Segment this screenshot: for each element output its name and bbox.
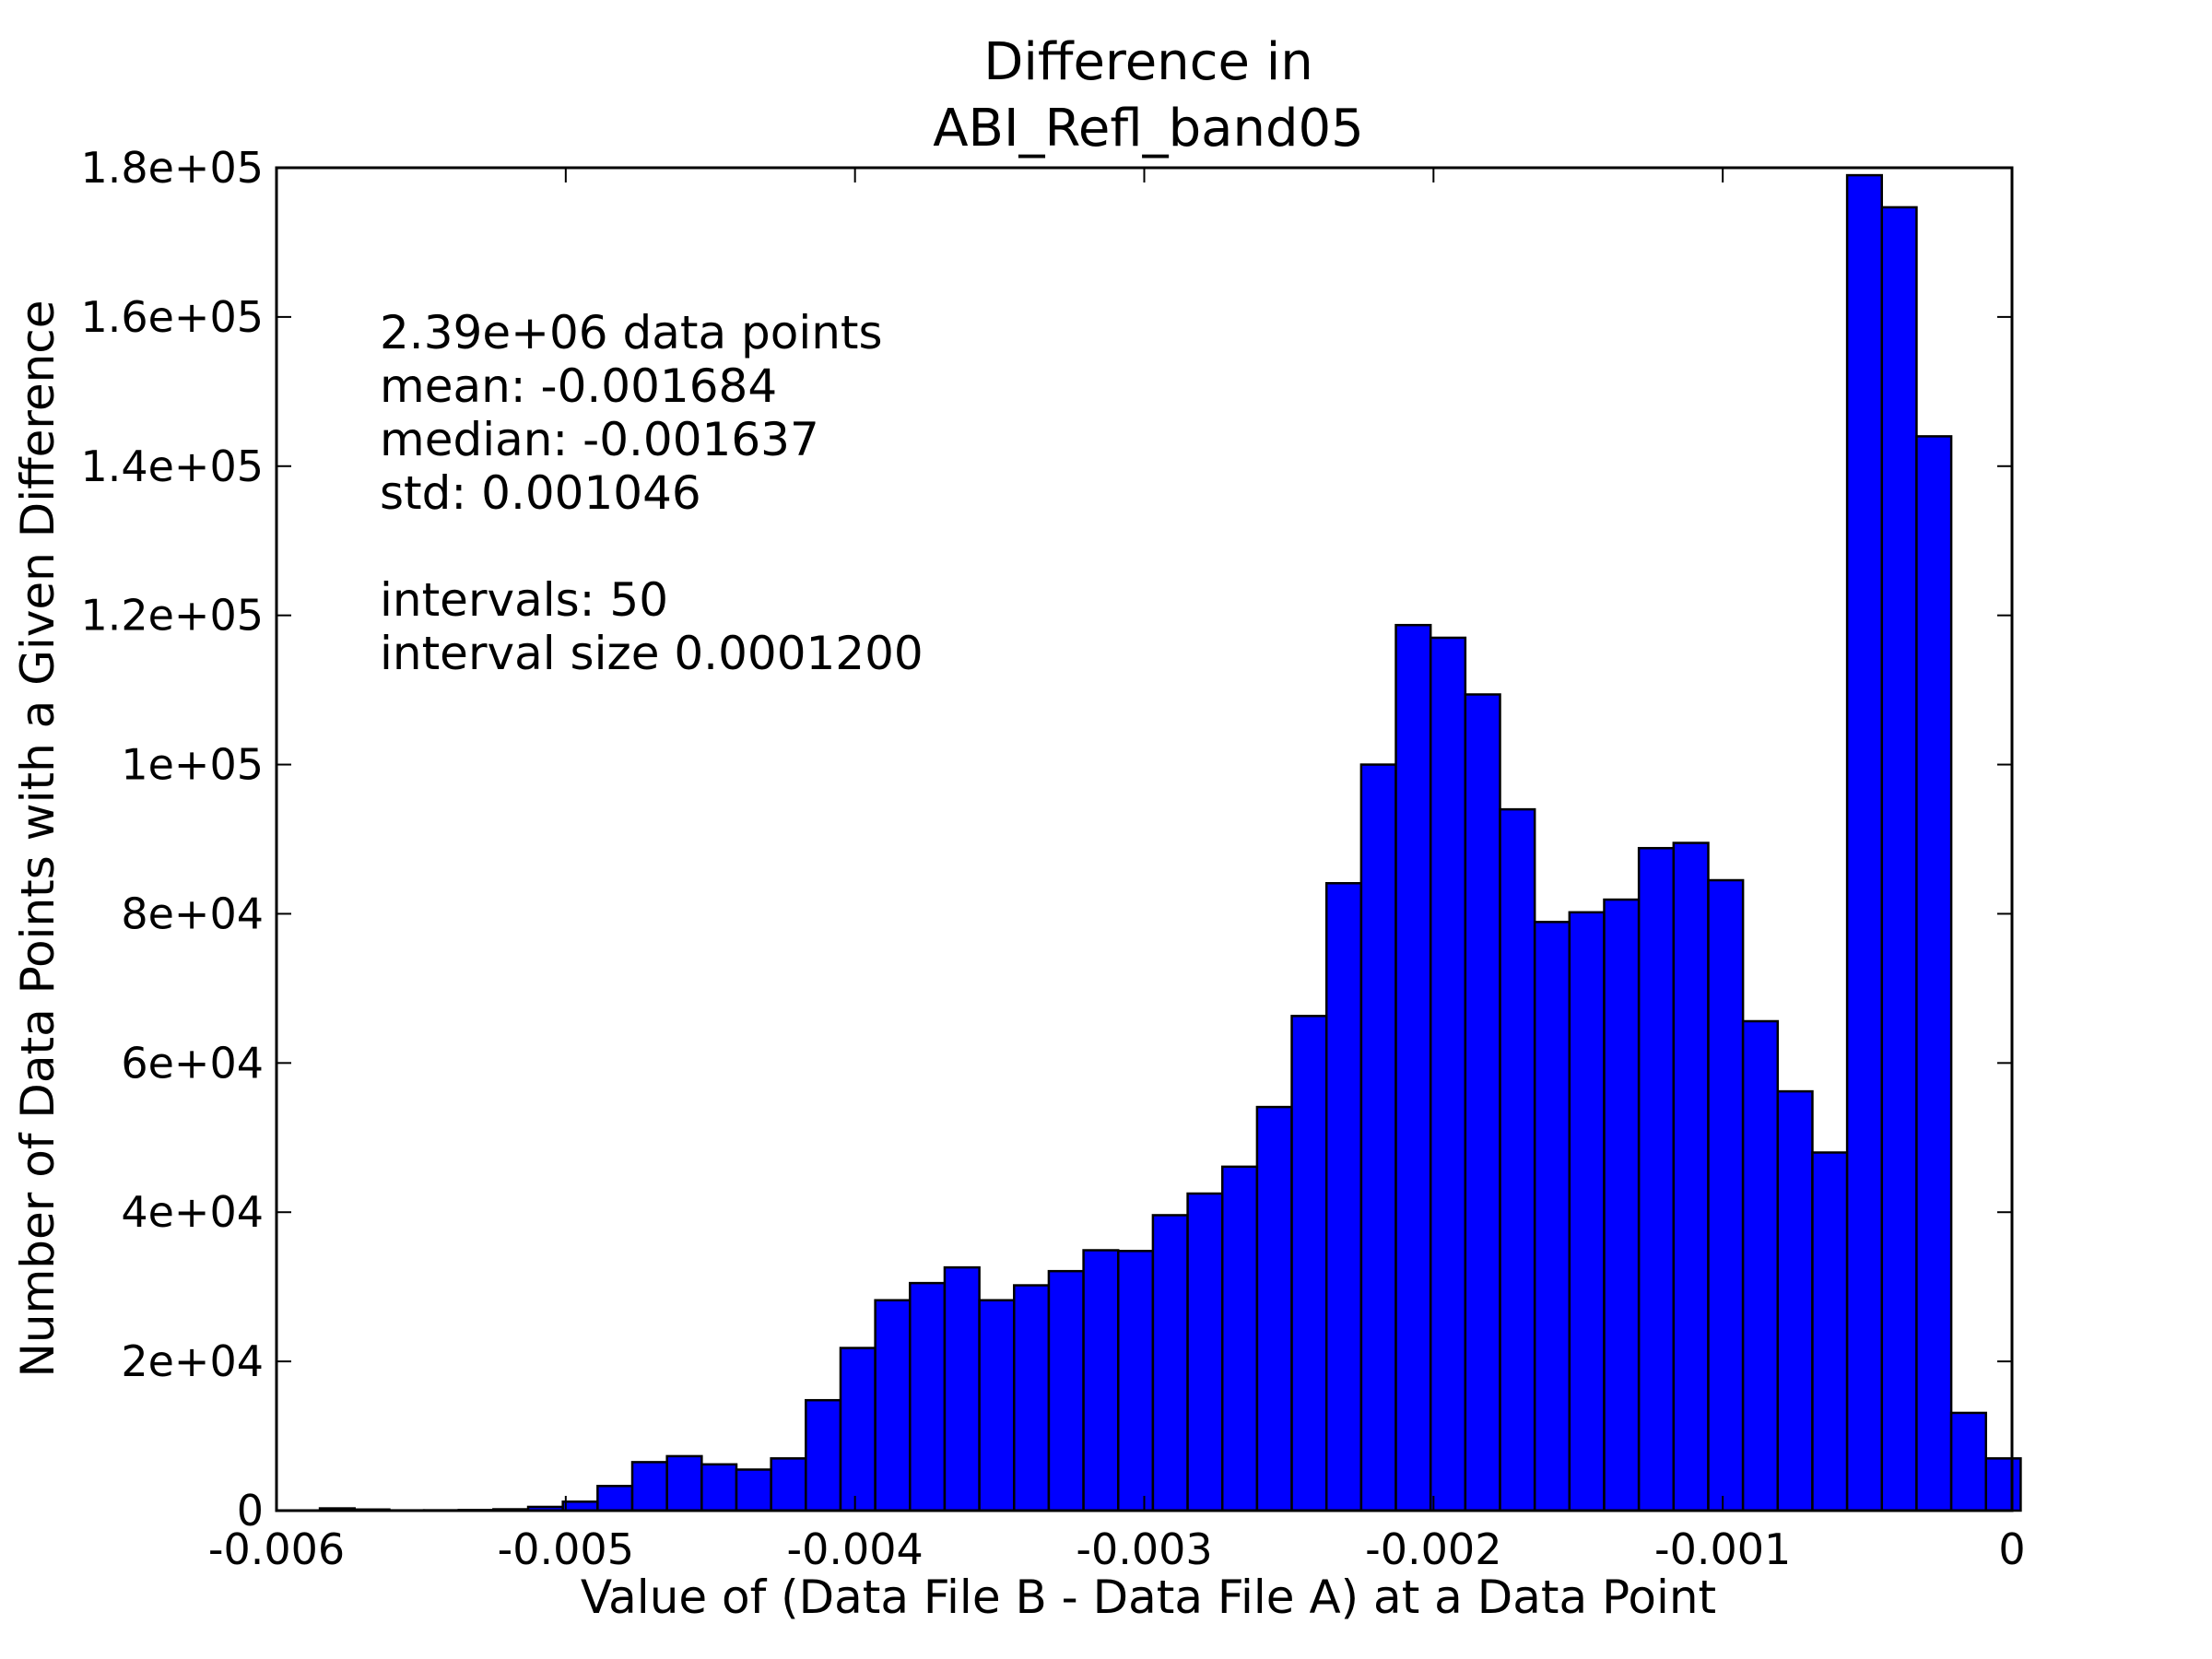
histogram-bar — [1811, 1151, 1849, 1512]
chart-title-line-1: Difference in — [983, 32, 1313, 92]
histogram-bar — [1949, 1411, 1988, 1512]
stats-line: median: -0.001637 — [380, 413, 819, 466]
x-tick-label: -0.005 — [498, 1524, 634, 1574]
y-axis-label: Number of Data Points with a Given Diffe… — [11, 300, 65, 1377]
histogram-bar — [1603, 898, 1641, 1512]
y-tick-label: 8e+04 — [121, 888, 264, 938]
y-tick-label: 2e+04 — [121, 1336, 264, 1386]
histogram-bar — [1186, 1192, 1224, 1512]
histogram-bar — [1324, 882, 1363, 1512]
y-tick-label: 1.6e+05 — [80, 292, 264, 342]
histogram-bar — [839, 1347, 877, 1512]
histogram-bar — [1464, 693, 1501, 1512]
histogram-bar — [1984, 1457, 2022, 1512]
histogram-bar — [1255, 1105, 1293, 1512]
histogram-bar — [1394, 623, 1432, 1512]
histogram-bar — [978, 1299, 1016, 1512]
histogram-bar — [1429, 636, 1467, 1512]
histogram-bar — [1220, 1165, 1259, 1512]
stats-line: interval size 0.0001200 — [380, 627, 924, 680]
x-axis-label: Value of (Data File B - Data File A) at … — [581, 1571, 1716, 1624]
histogram-bar — [735, 1468, 772, 1512]
histogram-bar — [874, 1299, 912, 1512]
histogram-bar — [1013, 1284, 1051, 1512]
x-tick-label: -0.001 — [1654, 1524, 1791, 1574]
histogram-bar — [1568, 911, 1606, 1512]
stats-line: std: 0.001046 — [380, 466, 701, 520]
histogram-bar — [770, 1457, 807, 1512]
x-tick-label: 0 — [1998, 1524, 2025, 1574]
x-tick-label: -0.006 — [208, 1524, 345, 1574]
histogram-bar — [1117, 1250, 1155, 1512]
stats-line: 2.39e+06 data points — [380, 306, 883, 359]
histogram-bar — [1290, 1015, 1328, 1512]
y-tick-label: 0 — [237, 1486, 264, 1535]
histogram-bar — [1776, 1089, 1814, 1512]
y-tick-label: 1.2e+05 — [80, 591, 264, 641]
y-tick-label: 1e+05 — [121, 740, 264, 790]
x-axis-ticks: -0.006 -0.005 -0.004 -0.003 -0.002 -0.001 0 — [208, 168, 2026, 1574]
histogram-bar — [1880, 206, 1918, 1512]
stats-line: mean: -0.001684 — [380, 359, 777, 413]
y-axis-ticks: 0 2e+04 4e+04 6e+04 8e+04 1e+05 1.2e+05 1.4e+05… — [80, 143, 2012, 1535]
x-tick-label: -0.003 — [1076, 1524, 1212, 1574]
histogram-bar — [1845, 173, 1884, 1512]
stats-annotation: 2.39e+06 data points mean: -0.001684 med… — [380, 306, 924, 680]
histogram-bar — [1533, 921, 1571, 1512]
x-tick-label: -0.002 — [1365, 1524, 1501, 1574]
y-tick-label: 1.4e+05 — [80, 441, 264, 491]
histogram-bar — [1082, 1249, 1120, 1512]
x-tick-label: -0.004 — [787, 1524, 924, 1574]
histogram-bar — [805, 1398, 842, 1512]
histogram-bar — [1707, 878, 1745, 1512]
chart-title-line-2: ABI_Refl_band05 — [933, 99, 1364, 159]
histogram-bar — [1047, 1269, 1085, 1512]
histogram-bar — [1151, 1214, 1189, 1512]
histogram-bar — [1359, 763, 1397, 1512]
histogram-bar — [596, 1485, 634, 1512]
histogram-bar — [943, 1265, 981, 1512]
histogram-bar — [1741, 1019, 1780, 1512]
histogram-bar — [1915, 435, 1953, 1512]
histogram-bar — [700, 1463, 738, 1512]
stats-line: intervals: 50 — [380, 573, 668, 627]
histogram-bar — [1672, 841, 1710, 1512]
y-tick-label: 1.8e+05 — [80, 143, 264, 193]
histogram-bar — [909, 1281, 947, 1512]
histogram-bar — [1637, 846, 1676, 1512]
histogram-bar — [1499, 807, 1536, 1512]
histogram-bar — [665, 1454, 703, 1512]
y-tick-label: 6e+04 — [121, 1038, 264, 1088]
y-tick-label: 4e+04 — [121, 1187, 264, 1237]
histogram-bar — [630, 1461, 668, 1512]
